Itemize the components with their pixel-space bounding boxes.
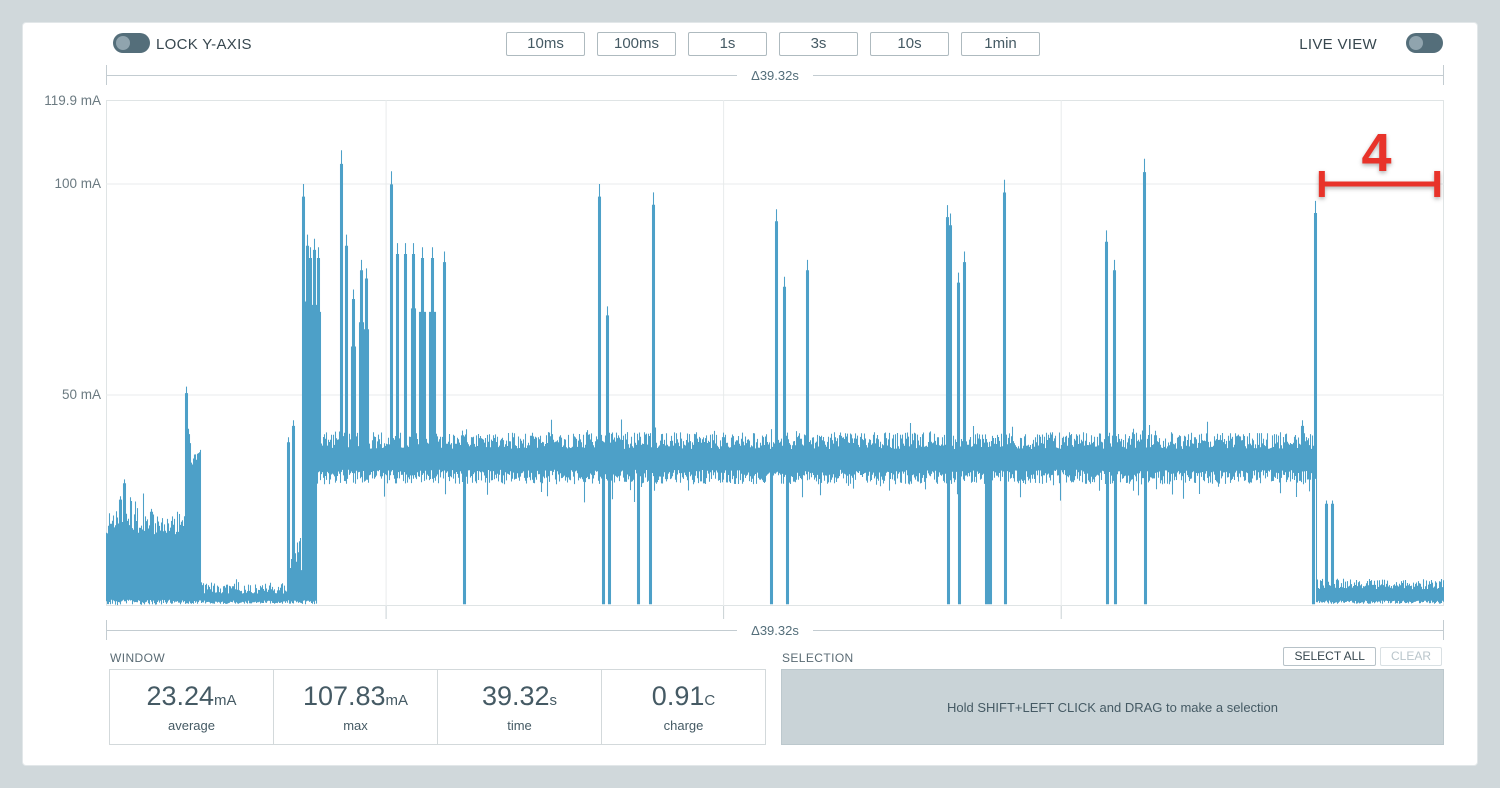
stat-average-label: average xyxy=(168,718,215,733)
time-window-buttons: 10ms 100ms 1s 3s 10s 1min xyxy=(506,32,1040,56)
live-view-label: LIVE VIEW xyxy=(1299,36,1377,53)
clear-button[interactable]: CLEAR xyxy=(1379,647,1442,666)
y-tick-119-9: 119.9 mA xyxy=(44,93,101,108)
stat-max: 107.83mA max xyxy=(274,670,438,744)
svg-text:4: 4 xyxy=(1361,123,1391,183)
y-tick-50: 50 mA xyxy=(61,387,101,402)
stat-time: 39.32s time xyxy=(438,670,602,744)
waveform xyxy=(105,150,1445,606)
stat-charge-label: charge xyxy=(663,718,704,733)
selection-section-title: SELECTION xyxy=(782,651,854,665)
top-delta-ruler: Δ39.32s xyxy=(106,64,1444,86)
selection-box[interactable]: Hold SHIFT+LEFT CLICK and DRAG to make a… xyxy=(781,669,1444,745)
main-panel: LOCK Y-AXIS 10ms 100ms 1s 3s 10s 1min LI… xyxy=(22,22,1478,766)
select-all-button[interactable]: SELECT ALL xyxy=(1283,647,1376,666)
window-section-title: WINDOW xyxy=(110,651,166,665)
window-stats-box: 23.24mA average 107.83mA max 39.32s time… xyxy=(109,669,766,745)
stat-average: 23.24mA average xyxy=(110,670,274,744)
time-button-1min[interactable]: 1min xyxy=(961,32,1040,56)
lock-y-axis-label: LOCK Y-AXIS xyxy=(156,36,252,53)
bottom-delta-ruler: Δ39.32s xyxy=(106,619,1444,641)
time-button-100ms[interactable]: 100ms xyxy=(597,32,676,56)
annotation-marker-4: 4 xyxy=(1318,123,1441,197)
stat-charge: 0.91C charge xyxy=(651,681,716,733)
stat-max-label: max xyxy=(343,718,368,733)
y-tick-100: 100 mA xyxy=(54,176,101,191)
time-button-3s[interactable]: 3s xyxy=(779,32,858,56)
time-button-10s[interactable]: 10s xyxy=(870,32,949,56)
lock-y-axis-toggle[interactable] xyxy=(113,33,150,53)
selection-hint: Hold SHIFT+LEFT CLICK and DRAG to make a… xyxy=(946,699,1279,715)
current-waveform-chart[interactable]: 4 xyxy=(105,100,1445,620)
time-button-1s[interactable]: 1s xyxy=(688,32,767,56)
selection-buttons: SELECT ALL CLEAR xyxy=(1283,647,1442,666)
toggle-knob-icon xyxy=(116,36,130,50)
plot-border xyxy=(106,100,1444,606)
top-delta-label: Δ39.32s xyxy=(751,67,799,83)
bottom-delta-label: Δ39.32s xyxy=(751,622,799,638)
toggle-knob-icon xyxy=(1409,36,1423,50)
live-view-toggle[interactable] xyxy=(1406,33,1443,53)
time-button-10ms[interactable]: 10ms xyxy=(506,32,585,56)
stat-time-label: time xyxy=(507,718,532,733)
